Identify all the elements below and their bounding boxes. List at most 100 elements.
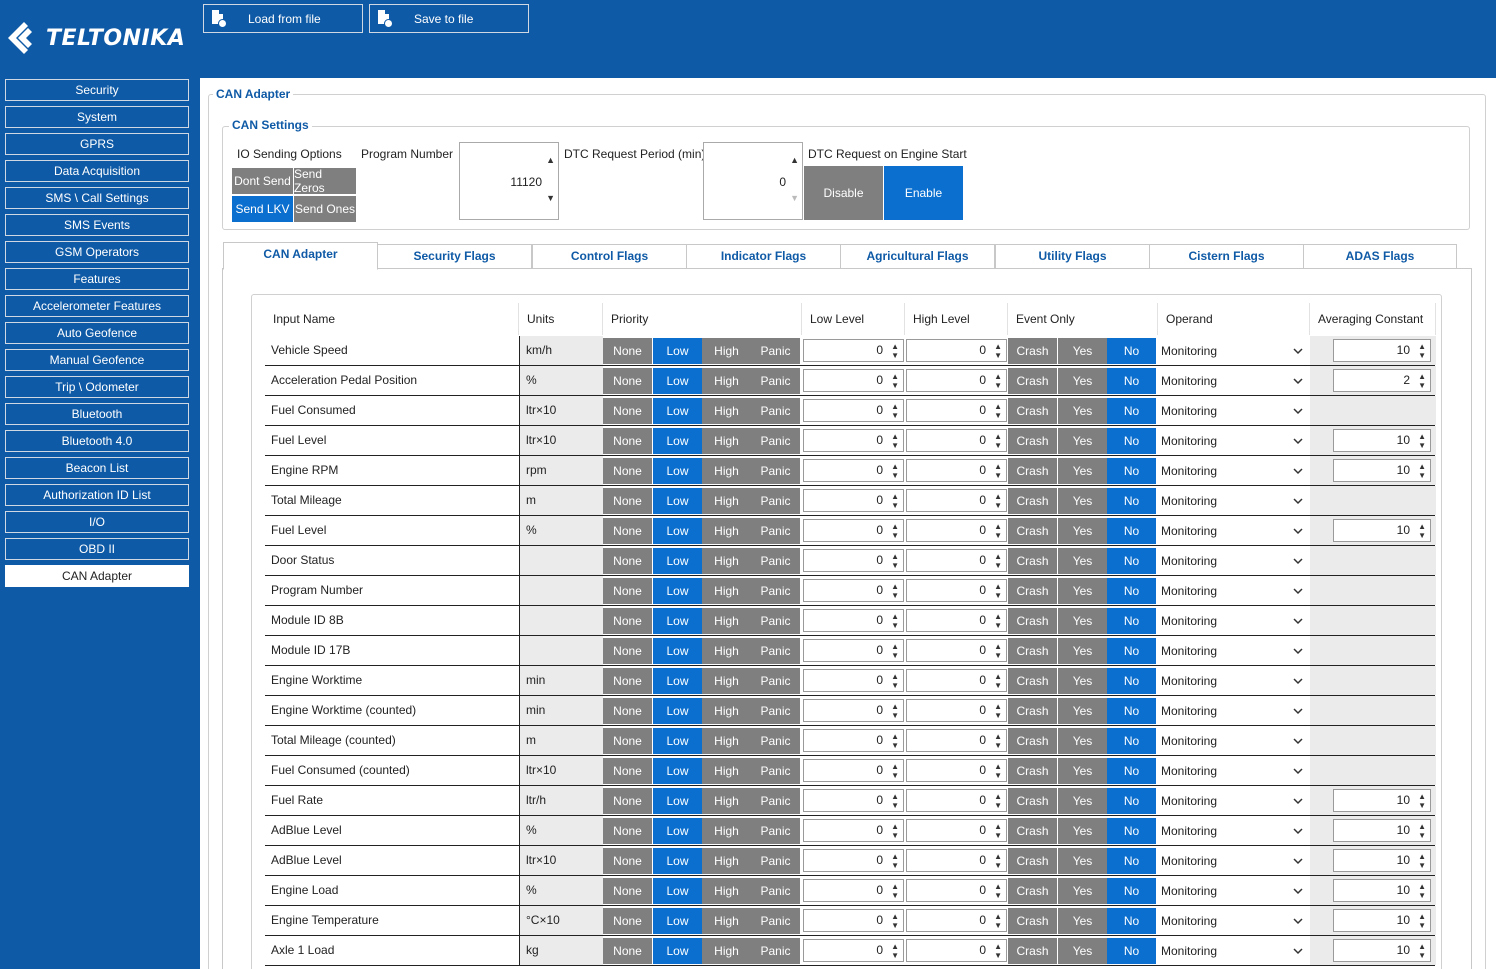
priority-low-button[interactable]: Low [653, 758, 702, 784]
increment-icon[interactable]: ▲ [994, 942, 1002, 951]
operand-select[interactable]: Monitoring [1159, 398, 1309, 424]
priority-none-button[interactable]: None [603, 458, 652, 484]
high-level-input[interactable]: 0 ▲ ▼ [906, 939, 1007, 962]
priority-none-button[interactable]: None [603, 818, 652, 844]
increment-icon[interactable]: ▲ [891, 342, 899, 351]
priority-panic-button[interactable]: Panic [751, 908, 800, 934]
low-level-input[interactable]: 0 ▲ ▼ [803, 459, 904, 482]
increment-icon[interactable]: ▲ [891, 852, 899, 861]
priority-panic-button[interactable]: Panic [751, 788, 800, 814]
operand-select[interactable]: Monitoring [1159, 758, 1309, 784]
event-crash-button[interactable]: Crash [1008, 698, 1057, 724]
priority-high-button[interactable]: High [702, 848, 751, 874]
program-number-input[interactable]: 11120 ▲ ▼ [459, 142, 559, 220]
tab-adas-flags[interactable]: ADAS Flags [1303, 244, 1457, 268]
priority-low-button[interactable]: Low [653, 818, 702, 844]
high-level-input[interactable]: 0 ▲ ▼ [906, 849, 1007, 872]
priority-high-button[interactable]: High [702, 368, 751, 394]
priority-low-button[interactable]: Low [653, 668, 702, 694]
increment-icon[interactable]: ▲ [994, 822, 1002, 831]
increment-icon[interactable]: ▲ [1418, 912, 1426, 921]
priority-panic-button[interactable]: Panic [751, 488, 800, 514]
sidebar-item-security[interactable]: Security [5, 79, 189, 101]
decrement-icon[interactable]: ▼ [994, 741, 1002, 750]
sidebar-item-features[interactable]: Features [5, 268, 189, 290]
decrement-icon[interactable]: ▼ [891, 561, 899, 570]
increment-icon[interactable]: ▲ [1418, 372, 1426, 381]
low-level-input[interactable]: 0 ▲ ▼ [803, 399, 904, 422]
decrement-icon[interactable]: ▼ [891, 711, 899, 720]
operand-select[interactable]: Monitoring [1159, 818, 1309, 844]
priority-panic-button[interactable]: Panic [751, 398, 800, 424]
increment-icon[interactable]: ▲ [891, 702, 899, 711]
sidebar-item-auto-geofence[interactable]: Auto Geofence [5, 322, 189, 344]
increment-icon[interactable]: ▲ [891, 492, 899, 501]
event-yes-button[interactable]: Yes [1058, 818, 1107, 844]
increment-icon[interactable]: ▲ [546, 155, 555, 165]
event-crash-button[interactable]: Crash [1008, 908, 1057, 934]
event-crash-button[interactable]: Crash [1008, 818, 1057, 844]
operand-select[interactable]: Monitoring [1159, 728, 1309, 754]
sidebar-item-data-acquisition[interactable]: Data Acquisition [5, 160, 189, 182]
tab-agricultural-flags[interactable]: Agricultural Flags [840, 244, 995, 268]
event-no-button[interactable]: No [1107, 338, 1156, 364]
operand-select[interactable]: Monitoring [1159, 608, 1309, 634]
decrement-icon[interactable]: ▼ [994, 501, 1002, 510]
high-level-input[interactable]: 0 ▲ ▼ [906, 639, 1007, 662]
tab-security-flags[interactable]: Security Flags [377, 244, 532, 268]
priority-high-button[interactable]: High [702, 728, 751, 754]
averaging-constant-input[interactable]: 10 ▲ ▼ [1333, 819, 1431, 842]
low-level-input[interactable]: 0 ▲ ▼ [803, 879, 904, 902]
sidebar-item-sms-events[interactable]: SMS Events [5, 214, 189, 236]
event-no-button[interactable]: No [1107, 818, 1156, 844]
priority-low-button[interactable]: Low [653, 698, 702, 724]
high-level-input[interactable]: 0 ▲ ▼ [906, 909, 1007, 932]
priority-panic-button[interactable]: Panic [751, 368, 800, 394]
decrement-icon[interactable]: ▼ [1418, 531, 1426, 540]
priority-none-button[interactable]: None [603, 608, 652, 634]
low-level-input[interactable]: 0 ▲ ▼ [803, 579, 904, 602]
event-crash-button[interactable]: Crash [1008, 848, 1057, 874]
sidebar-item-manual-geofence[interactable]: Manual Geofence [5, 349, 189, 371]
event-no-button[interactable]: No [1107, 908, 1156, 934]
high-level-input[interactable]: 0 ▲ ▼ [906, 879, 1007, 902]
dtc-enable-button[interactable]: Enable [884, 166, 963, 220]
averaging-constant-input[interactable]: 10 ▲ ▼ [1333, 939, 1431, 962]
event-crash-button[interactable]: Crash [1008, 548, 1057, 574]
increment-icon[interactable]: ▲ [891, 462, 899, 471]
priority-high-button[interactable]: High [702, 488, 751, 514]
low-level-input[interactable]: 0 ▲ ▼ [803, 609, 904, 632]
increment-icon[interactable]: ▲ [994, 732, 1002, 741]
sidebar-item-obd-ii[interactable]: OBD II [5, 538, 189, 560]
increment-icon[interactable]: ▲ [994, 552, 1002, 561]
low-level-input[interactable]: 0 ▲ ▼ [803, 639, 904, 662]
priority-low-button[interactable]: Low [653, 938, 702, 964]
increment-icon[interactable]: ▲ [891, 522, 899, 531]
priority-panic-button[interactable]: Panic [751, 938, 800, 964]
increment-icon[interactable]: ▲ [994, 432, 1002, 441]
operand-select[interactable]: Monitoring [1159, 488, 1309, 514]
increment-icon[interactable]: ▲ [891, 792, 899, 801]
sidebar-item-beacon-list[interactable]: Beacon List [5, 457, 189, 479]
increment-icon[interactable]: ▲ [994, 912, 1002, 921]
event-yes-button[interactable]: Yes [1058, 788, 1107, 814]
high-level-input[interactable]: 0 ▲ ▼ [906, 369, 1007, 392]
decrement-icon[interactable]: ▼ [994, 801, 1002, 810]
tab-can-adapter[interactable]: CAN Adapter [223, 242, 378, 270]
increment-icon[interactable]: ▲ [994, 522, 1002, 531]
priority-high-button[interactable]: High [702, 698, 751, 724]
high-level-input[interactable]: 0 ▲ ▼ [906, 429, 1007, 452]
decrement-icon[interactable]: ▼ [790, 193, 799, 203]
increment-icon[interactable]: ▲ [1418, 432, 1426, 441]
sidebar-item-sms-call-settings[interactable]: SMS \ Call Settings [5, 187, 189, 209]
priority-panic-button[interactable]: Panic [751, 638, 800, 664]
low-level-input[interactable]: 0 ▲ ▼ [803, 369, 904, 392]
priority-panic-button[interactable]: Panic [751, 668, 800, 694]
increment-icon[interactable]: ▲ [1418, 792, 1426, 801]
tab-indicator-flags[interactable]: Indicator Flags [686, 244, 841, 268]
averaging-constant-input[interactable]: 10 ▲ ▼ [1333, 849, 1431, 872]
io-send-zeros-button[interactable]: Send Zeros [294, 167, 356, 195]
increment-icon[interactable]: ▲ [994, 792, 1002, 801]
event-crash-button[interactable]: Crash [1008, 518, 1057, 544]
event-yes-button[interactable]: Yes [1058, 338, 1107, 364]
